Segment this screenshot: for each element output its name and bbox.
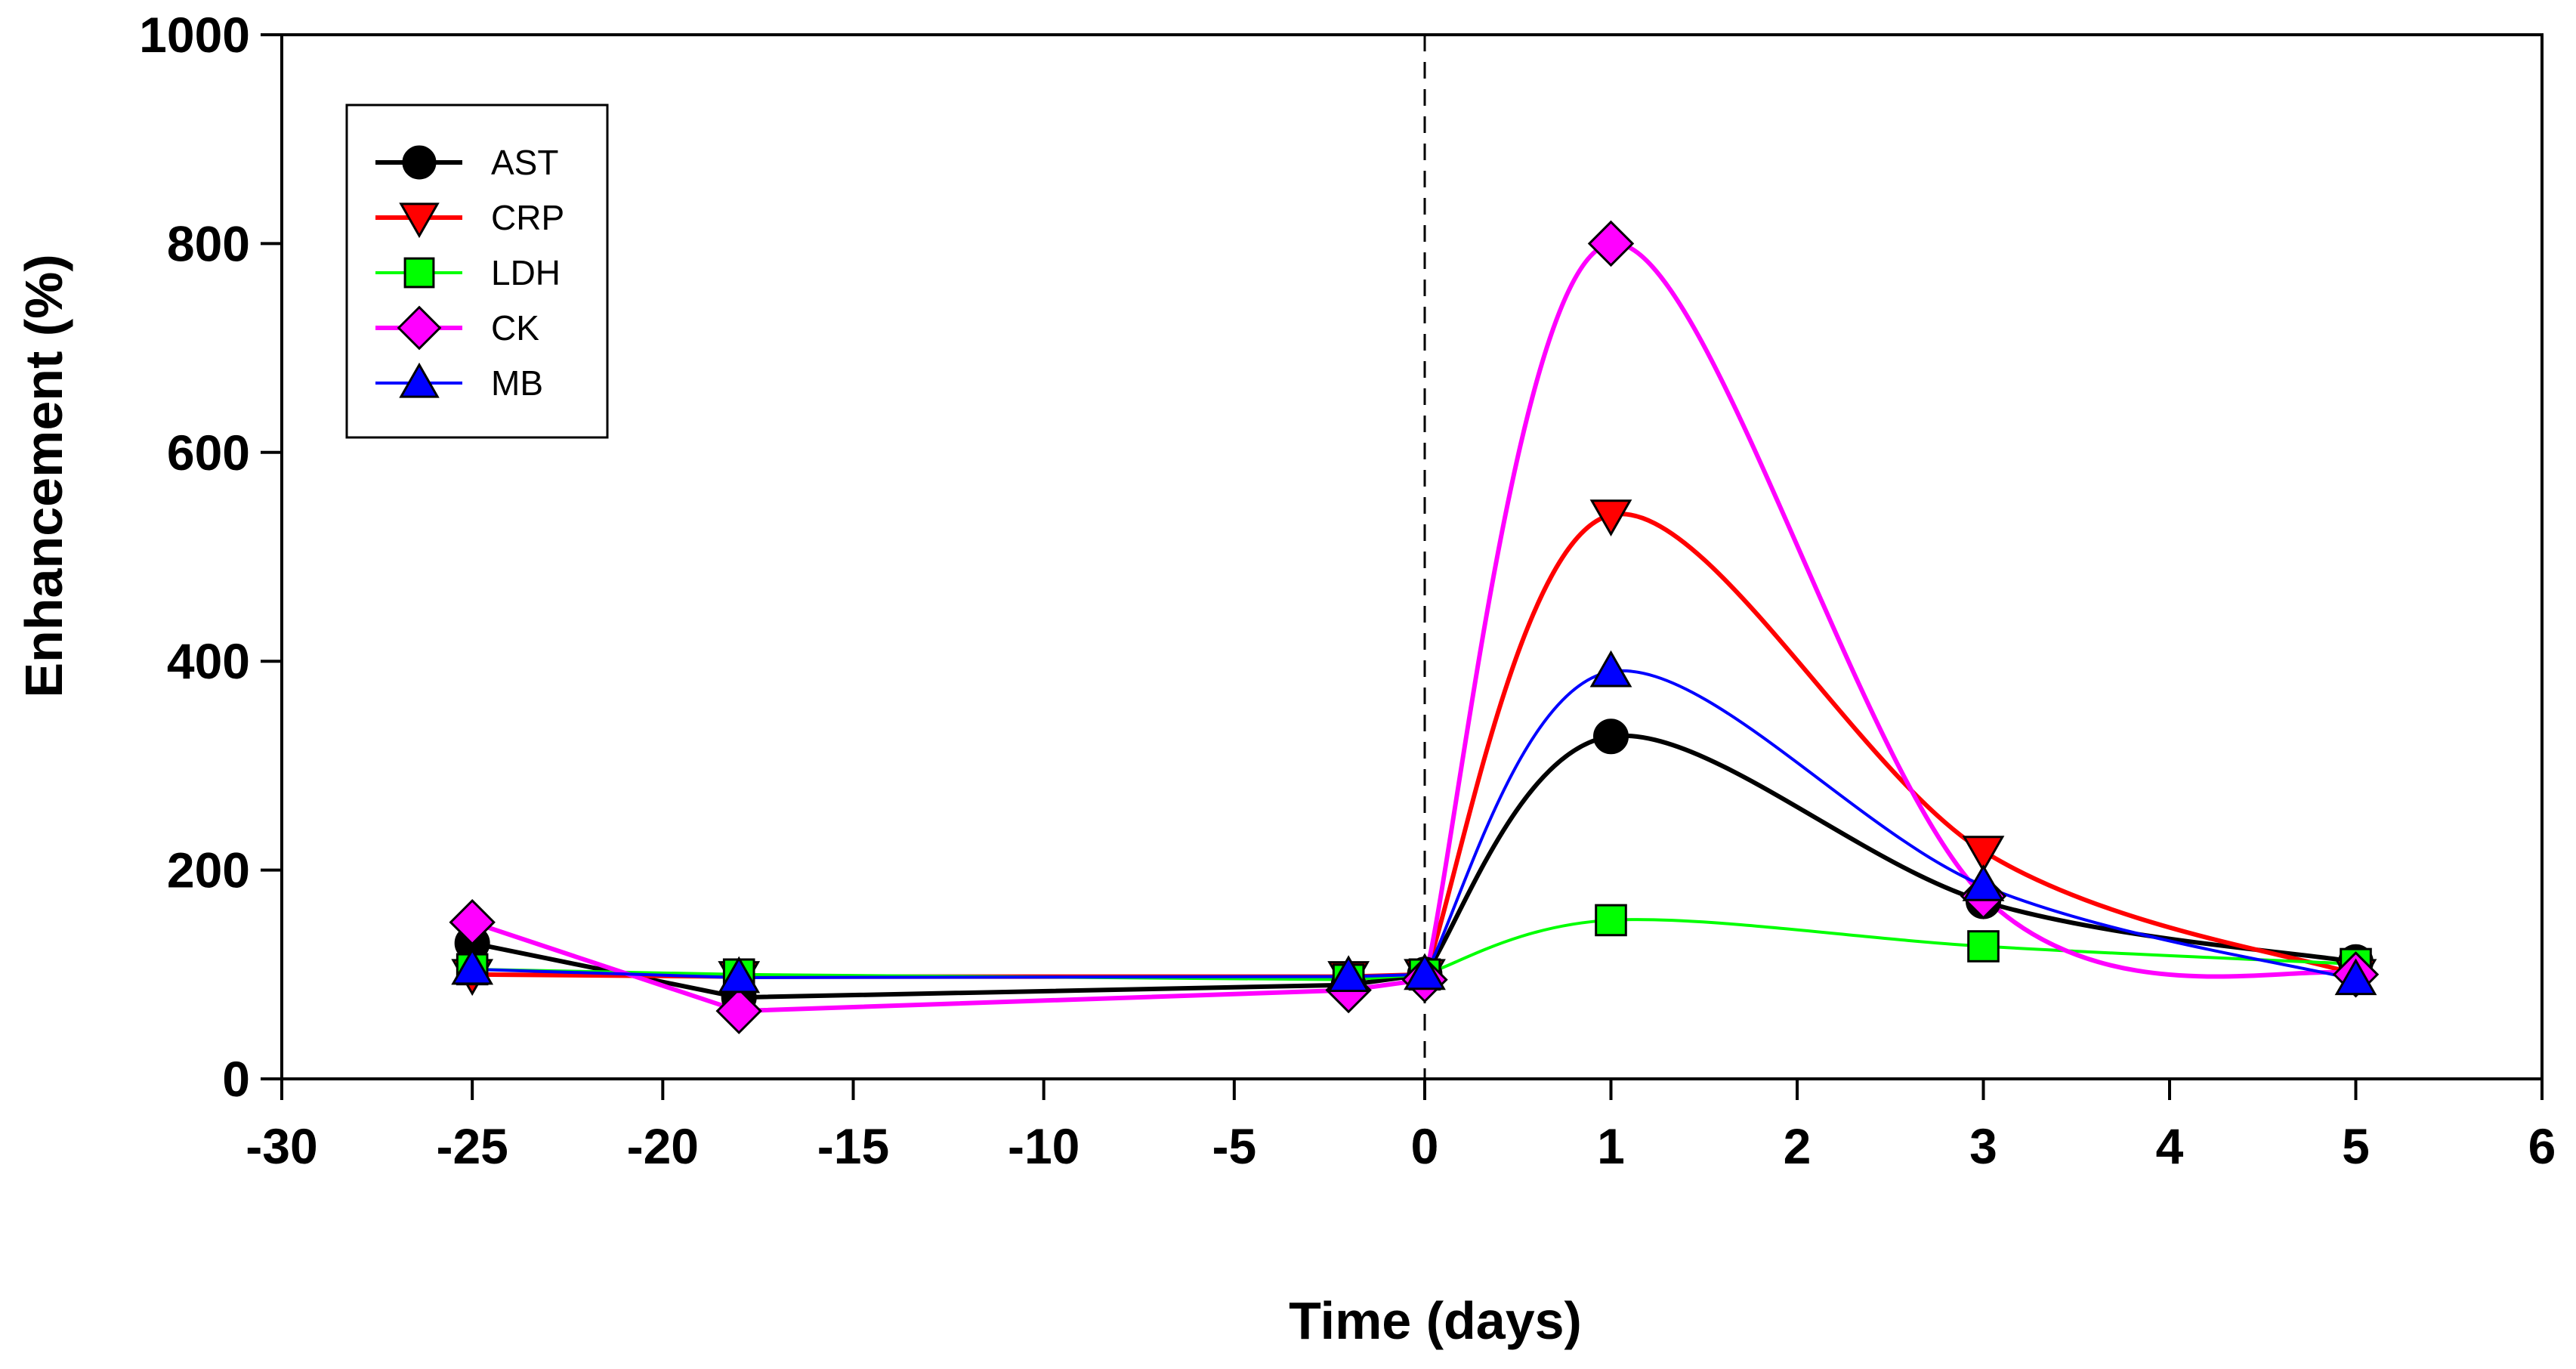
legend-ast-label: AST (491, 143, 558, 182)
series-crp-point (1962, 836, 2005, 873)
legend-mb-marker (399, 362, 440, 398)
series-mb-point (1404, 953, 1446, 990)
y-tick-label: 800 (167, 215, 250, 271)
series-crp-post-line (1422, 511, 2357, 977)
series-mb-pre-line (472, 967, 1425, 979)
legend-ck-label: CK (491, 308, 539, 348)
series-mb-point (1327, 955, 1370, 993)
series-ldh-point (1595, 904, 1627, 937)
x-tick-label: 4 (2156, 1118, 2184, 1174)
series-ast-pre-line (471, 941, 1425, 1000)
x-tick-label: -25 (436, 1118, 508, 1174)
x-tick-label: 0 (1411, 1118, 1439, 1174)
series-ck-post-line (1422, 241, 2357, 981)
legend-crp-label: CRP (491, 198, 564, 237)
plot-area-frame (280, 33, 2544, 1080)
series-mb-point (1589, 650, 1632, 688)
legend-crp-marker (399, 202, 440, 239)
series-ldh-point (1967, 930, 2000, 963)
y-axis-title: Enhancement (%) (14, 254, 73, 697)
series-crp-point (1589, 499, 1632, 537)
x-tick-label: -5 (1212, 1118, 1256, 1174)
x-tick-label: 1 (1597, 1118, 1625, 1174)
series-ck-point (449, 898, 496, 946)
legend-ldh-marker (403, 257, 435, 289)
legend-ck-marker (397, 305, 442, 351)
x-tick-label: 6 (2528, 1118, 2556, 1174)
x-tick-label: -30 (246, 1118, 317, 1174)
x-tick-label: 2 (1784, 1118, 1812, 1174)
series-markers (449, 220, 2380, 1034)
x-axis-title: Time (days) (1289, 1291, 1582, 1350)
series-ck-point (1587, 220, 1635, 267)
legend-mb-label: MB (491, 363, 543, 403)
series-mb-point (2334, 958, 2377, 996)
series-ck-pre-line (471, 919, 1425, 1014)
series-mb-point (1962, 864, 2005, 901)
y-tick-label: 200 (167, 842, 250, 898)
y-tick-label: 400 (167, 633, 250, 689)
y-tick-label: 600 (167, 425, 250, 481)
legend-ast-marker (402, 145, 437, 180)
y-tick-label: 0 (222, 1051, 250, 1107)
x-tick-label: 5 (2342, 1118, 2370, 1174)
x-tick-label: -20 (627, 1118, 699, 1174)
x-tick-label: 3 (1969, 1118, 1997, 1174)
legend-ldh-label: LDH (491, 253, 561, 292)
y-tick-label: 1000 (139, 7, 250, 63)
series-ck-point (715, 987, 762, 1034)
x-tick-label: -15 (817, 1118, 889, 1174)
x-tick-label: 0 (1411, 1118, 1439, 1174)
series-mb-point (451, 947, 494, 985)
series-mb-post-line (1423, 669, 2356, 981)
series-ldh-post-line (1424, 918, 2356, 976)
series-ast-point (1593, 718, 1629, 755)
series-ast-post-line (1422, 733, 2356, 976)
series-mb-point (718, 956, 761, 994)
x-tick-label: -10 (1008, 1118, 1080, 1174)
series-lines (471, 241, 2357, 1014)
